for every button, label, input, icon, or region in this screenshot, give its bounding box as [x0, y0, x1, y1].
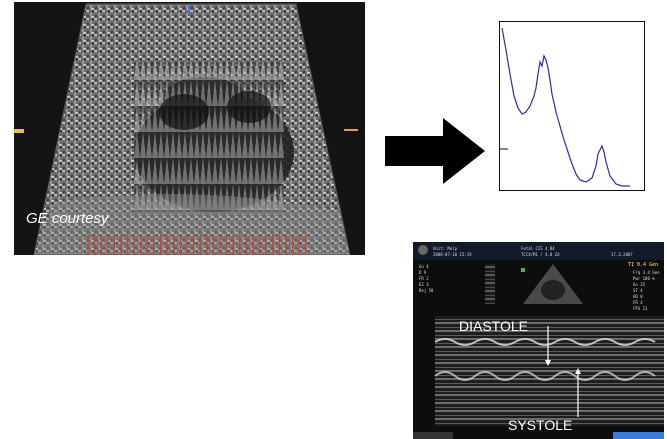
mmode-left-param-2: FR 2: [419, 276, 429, 281]
mmode-left-param-1: D 9: [419, 270, 427, 275]
mmode-header-date: 2008-07-18 15:19: [433, 252, 472, 257]
ultrasound-3d-graphic: [14, 2, 365, 255]
red-scanline-markers: [87, 234, 307, 255]
mmode-left-param-3: E2 3: [419, 282, 429, 287]
mmode-right-params: Frq 3.4 Gen Pwr 100 % Gn 35 ST 4 AO 0 FR 4 FPS…: [633, 270, 660, 312]
mmode-ultrasound-image: Unit: Melp 2008-07-18 15:19 Fetal CIS 4 …: [413, 242, 664, 439]
mmode-header-instrument: Fetal CIS 4 B4: [521, 246, 555, 251]
right-arrow-icon: [385, 118, 485, 184]
mmode-header-name: Unit: Melp: [433, 246, 458, 251]
mmode-right-param-4: AO 0: [633, 294, 643, 299]
mmode-right-param-2: Gn 35: [633, 282, 646, 287]
diastole-label: DIASTOLE: [459, 318, 528, 334]
mmode-right-param-6: FPS 21: [633, 306, 648, 311]
mmode-header-probe: TCC4/M1 / 4.0 Zd: [521, 252, 560, 257]
courtesy-label: GE courtesy: [26, 210, 109, 227]
left-marker: [14, 129, 24, 133]
mmode-right-param-5: FR 4: [633, 300, 643, 305]
systole-label: SYSTOLE: [508, 417, 573, 433]
mmode-right-param-3: ST 4: [633, 288, 643, 293]
mmode-header-ti: TI 0.4 Gen: [628, 262, 659, 268]
mmode-right-param-0: Frq 3.4 Gen: [633, 270, 660, 275]
volume-curve-graphic: [500, 27, 630, 187]
mmode-header-time: 17.3.2007: [611, 252, 633, 257]
mmode-left-param-4: Rej 50: [419, 288, 434, 293]
right-marker: [344, 129, 358, 131]
ultrasound-3d-image: GE courtesy: [14, 2, 365, 255]
mmode-right-param-1: Pwr 100 %: [633, 276, 655, 281]
volume-curve-line: [501, 27, 630, 187]
mmode-left-param-0: Gn 4: [419, 264, 429, 269]
mmode-graphic: [413, 242, 664, 439]
volume-curve-plot: [499, 21, 645, 191]
